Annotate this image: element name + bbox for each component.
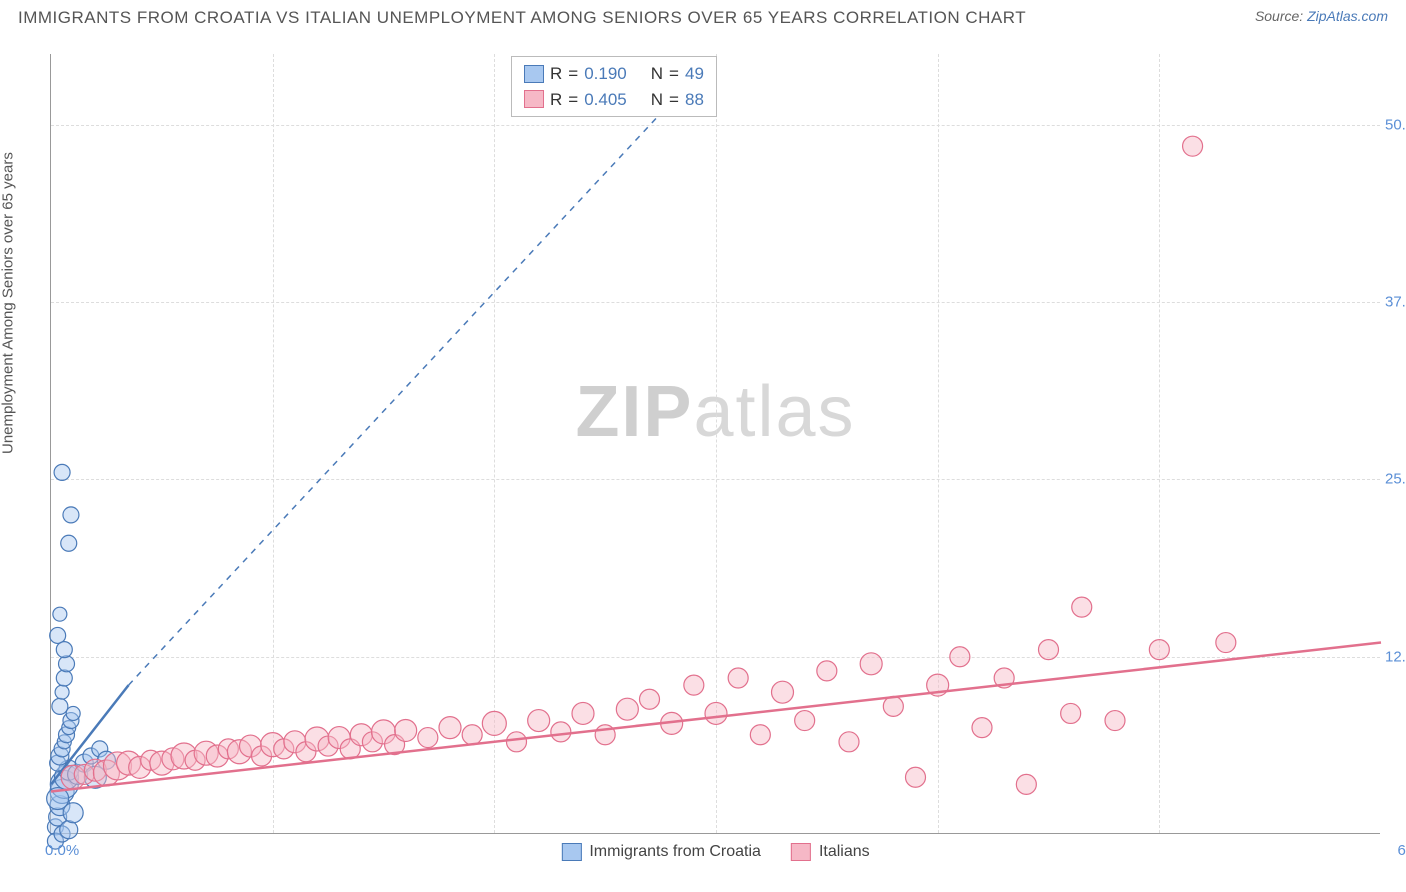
source-link[interactable]: ZipAtlas.com xyxy=(1307,8,1388,24)
source-prefix: Source: xyxy=(1255,8,1307,24)
scatter-point xyxy=(59,656,75,672)
plot-area: ZIPatlas R = 0.190 N = 49 R = 0.405 N xyxy=(50,54,1380,834)
swatch-icon xyxy=(524,90,544,108)
chart-title: IMMIGRANTS FROM CROATIA VS ITALIAN UNEMP… xyxy=(18,8,1026,28)
swatch-icon xyxy=(791,843,811,861)
scatter-point xyxy=(684,675,704,695)
scatter-point xyxy=(462,725,482,745)
scatter-point xyxy=(906,767,926,787)
plot-svg xyxy=(51,54,1380,833)
scatter-point xyxy=(1183,136,1203,156)
scatter-point xyxy=(507,732,527,752)
n-label: N xyxy=(651,87,663,113)
y-tick-label: 37.5% xyxy=(1385,294,1406,311)
equals-label: = xyxy=(568,87,578,113)
chart-container: Unemployment Among Seniors over 65 years… xyxy=(0,34,1406,892)
y-tick-label: 50.0% xyxy=(1385,116,1406,133)
scatter-point xyxy=(616,698,638,720)
scatter-point xyxy=(55,685,69,699)
series-legend: Immigrants from Croatia Italians xyxy=(561,843,869,861)
scatter-point xyxy=(439,717,461,739)
chart-header: IMMIGRANTS FROM CROATIA VS ITALIAN UNEMP… xyxy=(0,0,1406,32)
r-label: R xyxy=(550,61,562,87)
legend-item-italians: Italians xyxy=(791,843,870,861)
scatter-point xyxy=(61,535,77,551)
y-axis-label: Unemployment Among Seniors over 65 years xyxy=(0,152,17,454)
scatter-point xyxy=(640,689,660,709)
scatter-point xyxy=(839,732,859,752)
series-name-croatia: Immigrants from Croatia xyxy=(589,843,761,861)
x-origin-label: 0.0% xyxy=(45,842,79,859)
r-value-italians: 0.405 xyxy=(584,87,627,113)
legend-row-italians: R = 0.405 N = 88 xyxy=(524,87,704,113)
equals-label: = xyxy=(669,61,679,87)
scatter-point xyxy=(551,722,571,742)
scatter-point xyxy=(860,653,882,675)
scatter-point xyxy=(528,710,550,732)
correlation-legend: R = 0.190 N = 49 R = 0.405 N = 88 xyxy=(511,56,717,117)
y-tick-label: 12.5% xyxy=(1385,648,1406,665)
scatter-point xyxy=(1105,711,1125,731)
source-attribution: Source: ZipAtlas.com xyxy=(1255,8,1388,24)
scatter-point xyxy=(63,507,79,523)
n-label: N xyxy=(651,61,663,87)
scatter-point xyxy=(56,670,72,686)
n-value-croatia: 49 xyxy=(685,61,704,87)
legend-item-croatia: Immigrants from Croatia xyxy=(561,843,761,861)
y-tick-label: 25.0% xyxy=(1385,471,1406,488)
scatter-point xyxy=(1216,633,1236,653)
r-label: R xyxy=(550,87,562,113)
scatter-point xyxy=(418,728,438,748)
n-value-italians: 88 xyxy=(685,87,704,113)
scatter-point xyxy=(750,725,770,745)
scatter-point xyxy=(1061,703,1081,723)
scatter-point xyxy=(1039,640,1059,660)
scatter-point xyxy=(772,681,794,703)
scatter-point xyxy=(817,661,837,681)
scatter-point xyxy=(705,702,727,724)
scatter-point xyxy=(795,711,815,731)
scatter-point xyxy=(54,464,70,480)
equals-label: = xyxy=(568,61,578,87)
scatter-point xyxy=(56,642,72,658)
series-name-italians: Italians xyxy=(819,843,870,861)
scatter-point xyxy=(482,711,506,735)
scatter-point xyxy=(66,706,80,720)
scatter-point xyxy=(53,607,67,621)
scatter-point xyxy=(50,627,66,643)
scatter-point xyxy=(728,668,748,688)
scatter-point xyxy=(395,719,417,741)
scatter-point xyxy=(52,698,68,714)
trend-line xyxy=(51,643,1381,792)
scatter-point xyxy=(883,696,903,716)
trend-line-extrapolated xyxy=(129,54,716,685)
scatter-point xyxy=(1072,597,1092,617)
scatter-point xyxy=(950,647,970,667)
scatter-point xyxy=(572,702,594,724)
legend-row-croatia: R = 0.190 N = 49 xyxy=(524,61,704,87)
swatch-icon xyxy=(524,65,544,83)
scatter-point xyxy=(972,718,992,738)
x-max-label: 60.0% xyxy=(1397,842,1406,859)
scatter-point xyxy=(1149,640,1169,660)
r-value-croatia: 0.190 xyxy=(584,61,627,87)
scatter-point xyxy=(60,821,78,839)
scatter-point xyxy=(1016,774,1036,794)
swatch-icon xyxy=(561,843,581,861)
equals-label: = xyxy=(669,87,679,113)
